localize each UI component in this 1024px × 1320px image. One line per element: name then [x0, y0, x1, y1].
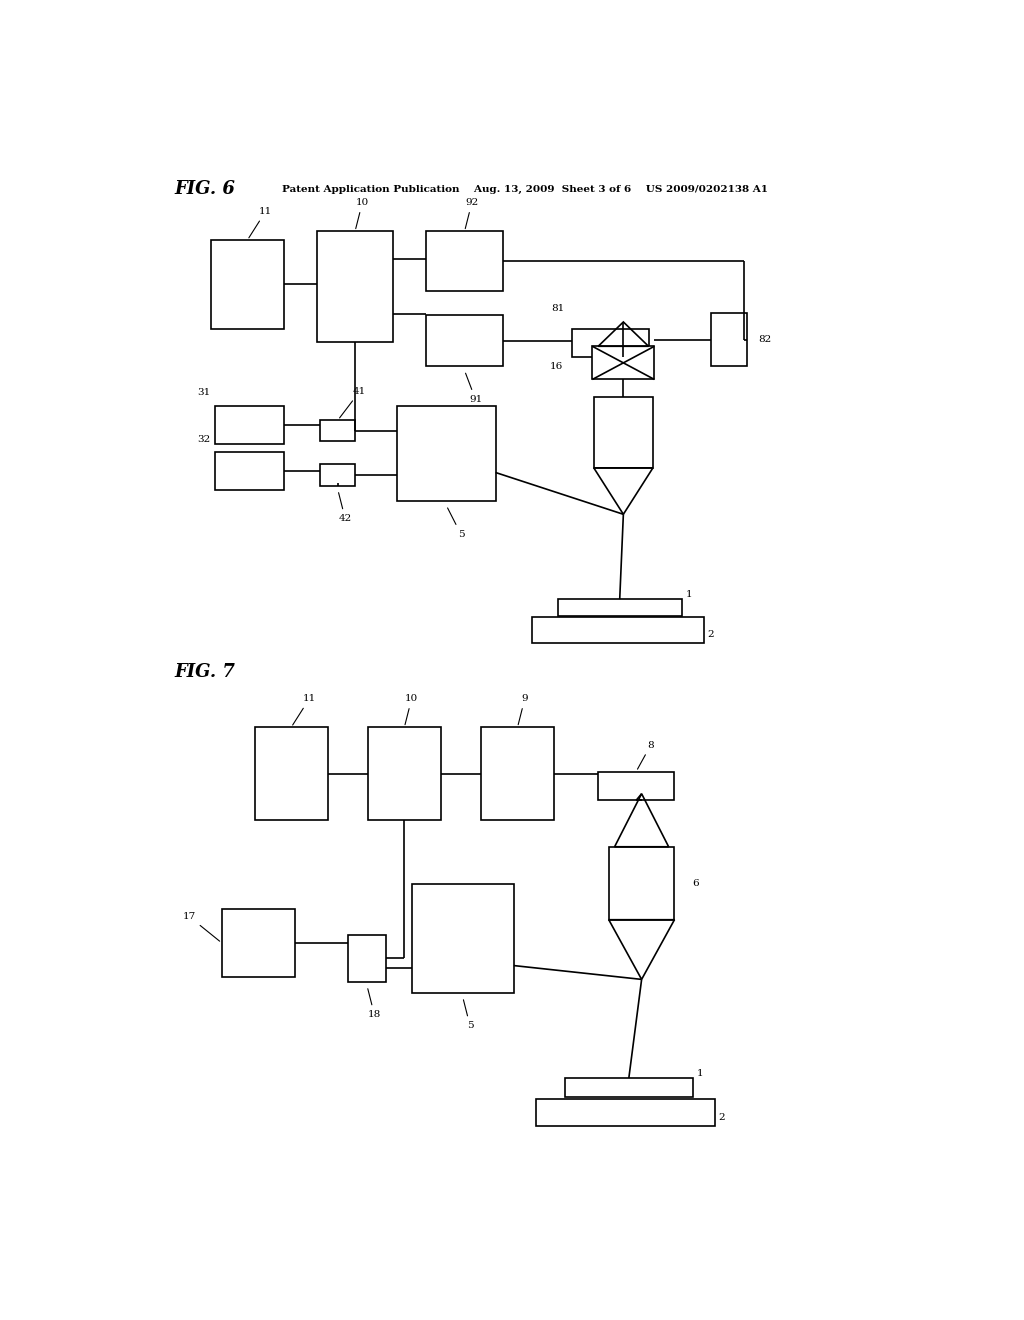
Text: 42: 42 — [339, 492, 352, 523]
Text: 10: 10 — [355, 198, 369, 228]
Text: 92: 92 — [465, 198, 478, 228]
Text: 10: 10 — [406, 694, 418, 725]
Text: 2: 2 — [708, 631, 714, 639]
Bar — [316, 231, 393, 342]
Text: 5: 5 — [447, 508, 464, 539]
Text: FIG. 7: FIG. 7 — [174, 663, 236, 681]
Text: 8: 8 — [638, 741, 654, 770]
Bar — [211, 240, 284, 329]
Text: 18: 18 — [368, 989, 381, 1019]
Bar — [321, 465, 355, 486]
Text: 1: 1 — [685, 590, 692, 599]
Bar — [594, 397, 653, 467]
Bar — [481, 727, 554, 820]
Bar — [214, 407, 284, 444]
Bar — [711, 313, 748, 366]
Text: 11: 11 — [249, 207, 272, 238]
Bar — [565, 1078, 692, 1097]
Bar — [321, 420, 355, 441]
Bar — [255, 727, 328, 820]
Text: 1: 1 — [696, 1069, 703, 1078]
Text: 16: 16 — [550, 362, 563, 371]
Bar — [532, 616, 703, 643]
Text: 81: 81 — [552, 304, 565, 313]
Text: FIG. 6: FIG. 6 — [174, 180, 236, 198]
Bar — [214, 453, 284, 490]
Text: 82: 82 — [759, 335, 772, 345]
Text: 32: 32 — [198, 434, 211, 444]
Bar — [368, 727, 441, 820]
Text: 91: 91 — [466, 374, 482, 404]
Bar — [426, 231, 503, 290]
Bar — [397, 407, 496, 502]
Text: 41: 41 — [340, 387, 367, 418]
Text: 5: 5 — [464, 999, 473, 1031]
Bar — [572, 329, 649, 358]
Bar — [222, 908, 295, 977]
Bar — [536, 1098, 715, 1126]
Bar — [608, 846, 675, 920]
Bar — [348, 935, 386, 982]
Bar — [412, 884, 514, 993]
Bar — [558, 599, 682, 616]
Text: 9: 9 — [518, 694, 528, 725]
Bar — [592, 346, 654, 379]
Bar — [598, 772, 675, 800]
Text: 6: 6 — [692, 879, 699, 888]
Bar — [426, 315, 503, 366]
Text: Patent Application Publication    Aug. 13, 2009  Sheet 3 of 6    US 2009/0202138: Patent Application Publication Aug. 13, … — [282, 185, 768, 194]
Text: 11: 11 — [293, 694, 316, 725]
Text: 2: 2 — [718, 1114, 725, 1122]
Text: 17: 17 — [182, 912, 219, 941]
Text: 31: 31 — [198, 388, 211, 397]
